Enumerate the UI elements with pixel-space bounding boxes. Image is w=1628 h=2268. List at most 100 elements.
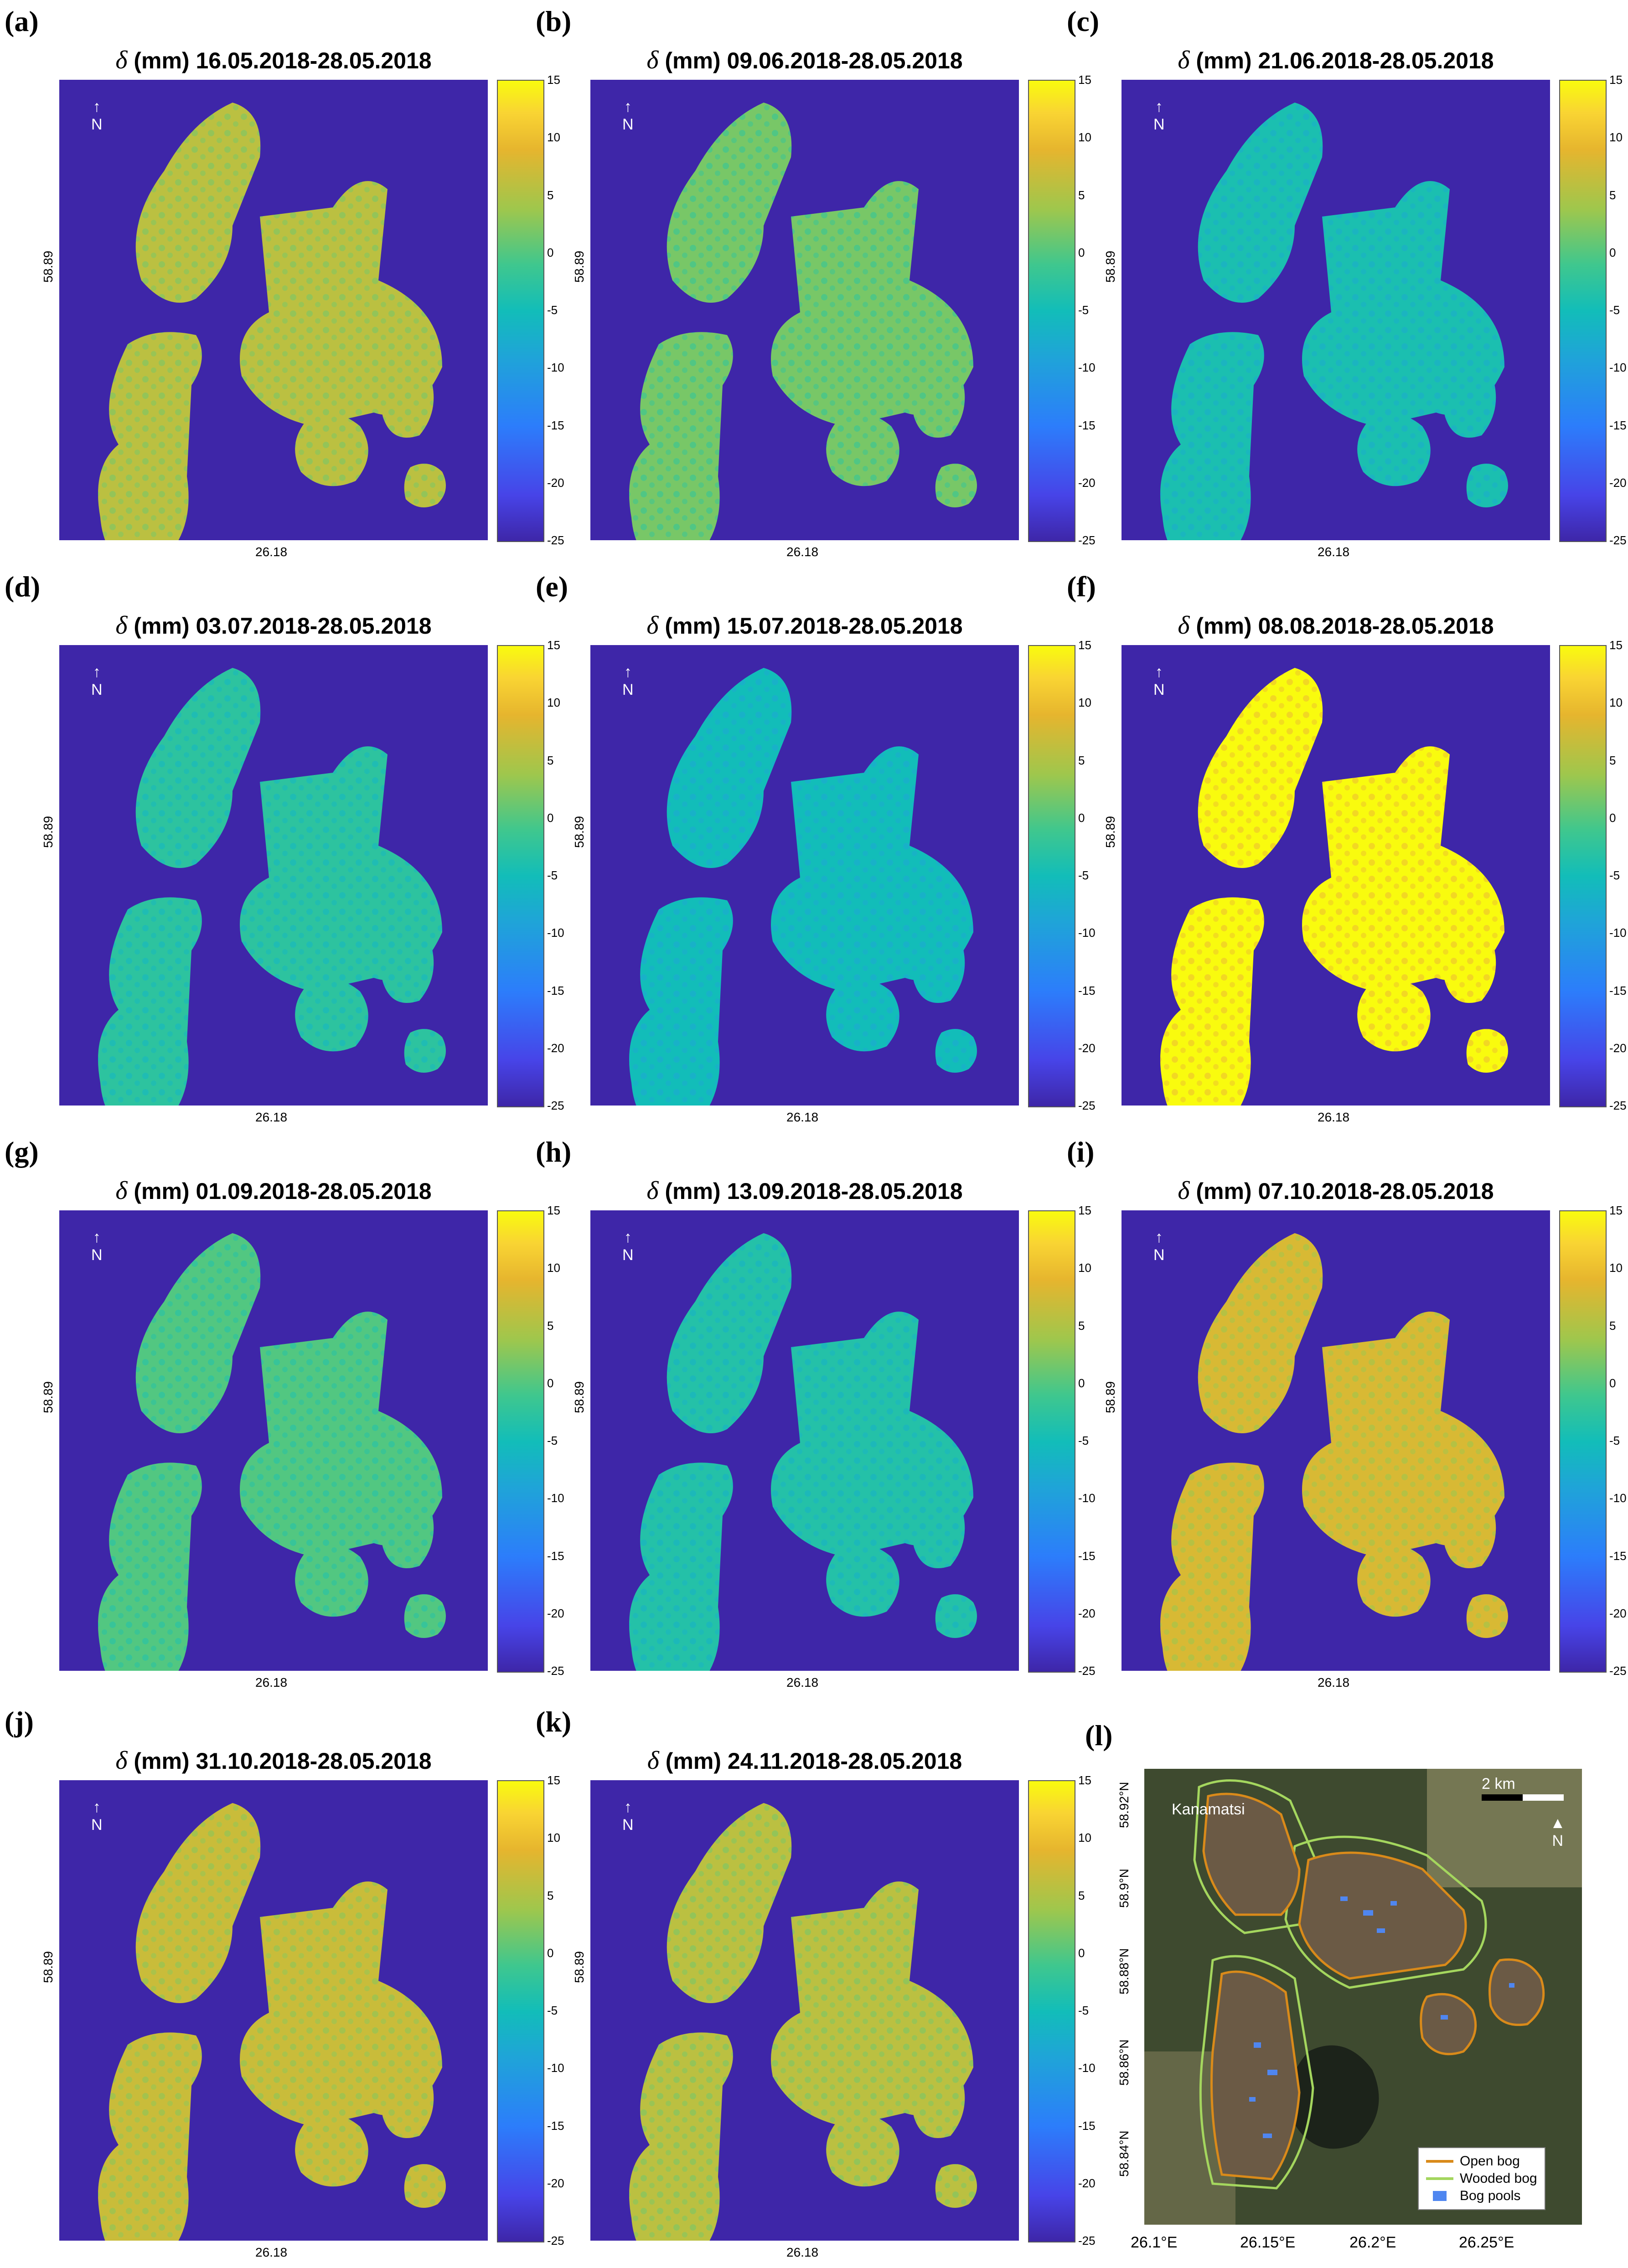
y-tick: 58.89 <box>41 816 55 848</box>
north-label: N <box>91 1816 103 1834</box>
north-arrow-icon: ↑ <box>624 663 632 681</box>
colorbar-tick: 0 <box>1609 1376 1616 1390</box>
scale-bar <box>1482 1794 1564 1801</box>
colorbar-tick: 0 <box>547 1946 554 1960</box>
x-tick: 26.18 <box>786 1675 819 1689</box>
x-tick: 26.18 <box>1318 1675 1350 1689</box>
colorbar-tick: -20 <box>1078 1606 1096 1620</box>
bog-area <box>826 413 899 486</box>
bog-area <box>295 413 368 486</box>
bog-area <box>98 1462 202 1671</box>
bog-area <box>1198 103 1323 303</box>
panel-title: δ (mm) 07.10.2018-28.05.2018 <box>1122 1176 1550 1205</box>
colorbar-tick: -10 <box>1609 1491 1627 1505</box>
title-text: (mm) 03.07.2018-28.05.2018 <box>127 613 432 639</box>
colorbar-tick: -20 <box>1609 1606 1627 1620</box>
colorbar-tick: -20 <box>1078 475 1096 490</box>
y-tick: 58.89 <box>572 250 586 283</box>
colorbar-tick: -25 <box>1078 1664 1096 1678</box>
bog-area <box>629 1462 733 1671</box>
panel-label: (k) <box>536 1705 572 1738</box>
panel-label: (a) <box>5 5 39 37</box>
colorbar-tick: -15 <box>1078 1549 1096 1563</box>
colorbar-tick: 5 <box>547 1318 554 1333</box>
y-tick: 58.89 <box>1103 250 1117 283</box>
x-tick: 26.18 <box>1318 1110 1350 1124</box>
bog-area <box>826 979 899 1052</box>
colorbar-tick: -5 <box>547 2004 558 2017</box>
north-arrow-icon: ↑ <box>624 1798 632 1816</box>
bog-area <box>1466 1029 1508 1073</box>
x-tick: 26.18 <box>255 545 288 559</box>
deformation-map: ↑ N <box>1122 1210 1550 1671</box>
bog-area <box>1198 1233 1323 1433</box>
north-label: N <box>1153 1246 1165 1264</box>
deformation-panel: (a) δ (mm) 16.05.2018-28.05.2018 ↑ N 58.89 26… <box>0 0 564 561</box>
colorbar-tick: -5 <box>1609 868 1620 882</box>
colorbar-tick: -10 <box>1078 361 1096 375</box>
bog-area <box>1160 332 1264 540</box>
bog-area <box>98 2032 202 2241</box>
satellite-image: Kanamatsi 2 km ▲ N Open bog Wooded bog B… <box>1144 1769 1582 2225</box>
bog-area <box>1160 897 1264 1106</box>
colorbar-tick: -10 <box>1609 361 1627 375</box>
y-tick: 58.86°N <box>1117 2039 1131 2086</box>
colorbar-tick: 15 <box>547 638 560 652</box>
colorbar-tick: -5 <box>547 1434 558 1447</box>
y-tick: 58.89 <box>1103 816 1117 848</box>
wooded-bog-swatch <box>1426 2177 1453 2180</box>
bog-area <box>135 668 261 868</box>
panel-label: (i) <box>1067 1136 1095 1168</box>
north-arrow: ↑ N <box>622 1229 634 1264</box>
north-label: N <box>1153 681 1165 698</box>
colorbar-tick: -10 <box>547 926 564 940</box>
open-bog-swatch <box>1426 2160 1453 2163</box>
bog-area <box>667 1233 792 1433</box>
bog-area <box>935 1594 977 1638</box>
delta-symbol: δ <box>115 1746 128 1775</box>
north-arrow-icon: ↑ <box>93 98 101 115</box>
colorbar-tick: -15 <box>547 418 564 432</box>
colorbar-tick: -10 <box>1078 1491 1096 1505</box>
colorbar-tick: 5 <box>1609 1318 1616 1333</box>
bog-area <box>667 1803 792 2003</box>
colorbar-tick: -25 <box>547 1664 564 1678</box>
colorbar <box>1559 1210 1607 1673</box>
colorbar <box>1028 1780 1075 2242</box>
colorbar-tick: -5 <box>1078 868 1089 882</box>
colorbar-tick: 15 <box>547 1204 560 1217</box>
north-arrow: ↑ N <box>91 663 103 699</box>
colorbar-tick: -20 <box>1078 2176 1096 2190</box>
y-tick: 58.89 <box>41 250 55 283</box>
x-tick: 26.18 <box>786 545 819 559</box>
colorbar-tick: 10 <box>1609 696 1623 710</box>
colorbar-tick: 10 <box>1078 130 1091 145</box>
x-tick: 26.15°E <box>1240 2234 1296 2251</box>
bog-area <box>910 1486 965 1568</box>
bog-area <box>295 979 368 1052</box>
scale-bar-label: 2 km <box>1482 1775 1515 1793</box>
x-tick: 26.18 <box>255 1110 288 1124</box>
x-tick: 26.25°E <box>1459 2234 1514 2251</box>
north-arrow: ↑ N <box>1153 98 1165 134</box>
bog-area <box>1466 464 1508 507</box>
bog-area <box>826 1544 899 1617</box>
y-tick: 58.89 <box>572 816 586 848</box>
deformation-map: ↑ N <box>590 1780 1019 2241</box>
colorbar-tick: -10 <box>547 361 564 375</box>
bog-area <box>629 897 733 1106</box>
panel-label: (l) <box>1085 1719 1113 1751</box>
deformation-map: ↑ N <box>590 1210 1019 1671</box>
panel-title: δ (mm) 31.10.2018-28.05.2018 <box>59 1746 488 1775</box>
colorbar <box>1559 645 1607 1107</box>
deformation-map: ↑ N <box>1122 645 1550 1106</box>
colorbar-tick: 5 <box>1609 753 1616 767</box>
bog-area <box>1198 668 1323 868</box>
colorbar-tick: -20 <box>547 1041 564 1055</box>
bog-area <box>910 355 965 438</box>
colorbar-tick: -10 <box>1078 2061 1096 2075</box>
title-text: (mm) 31.10.2018-28.05.2018 <box>127 1748 432 1774</box>
y-tick: 58.89 <box>572 1951 586 1983</box>
panel-title: δ (mm) 01.09.2018-28.05.2018 <box>59 1176 488 1205</box>
bog-area <box>910 920 965 1003</box>
